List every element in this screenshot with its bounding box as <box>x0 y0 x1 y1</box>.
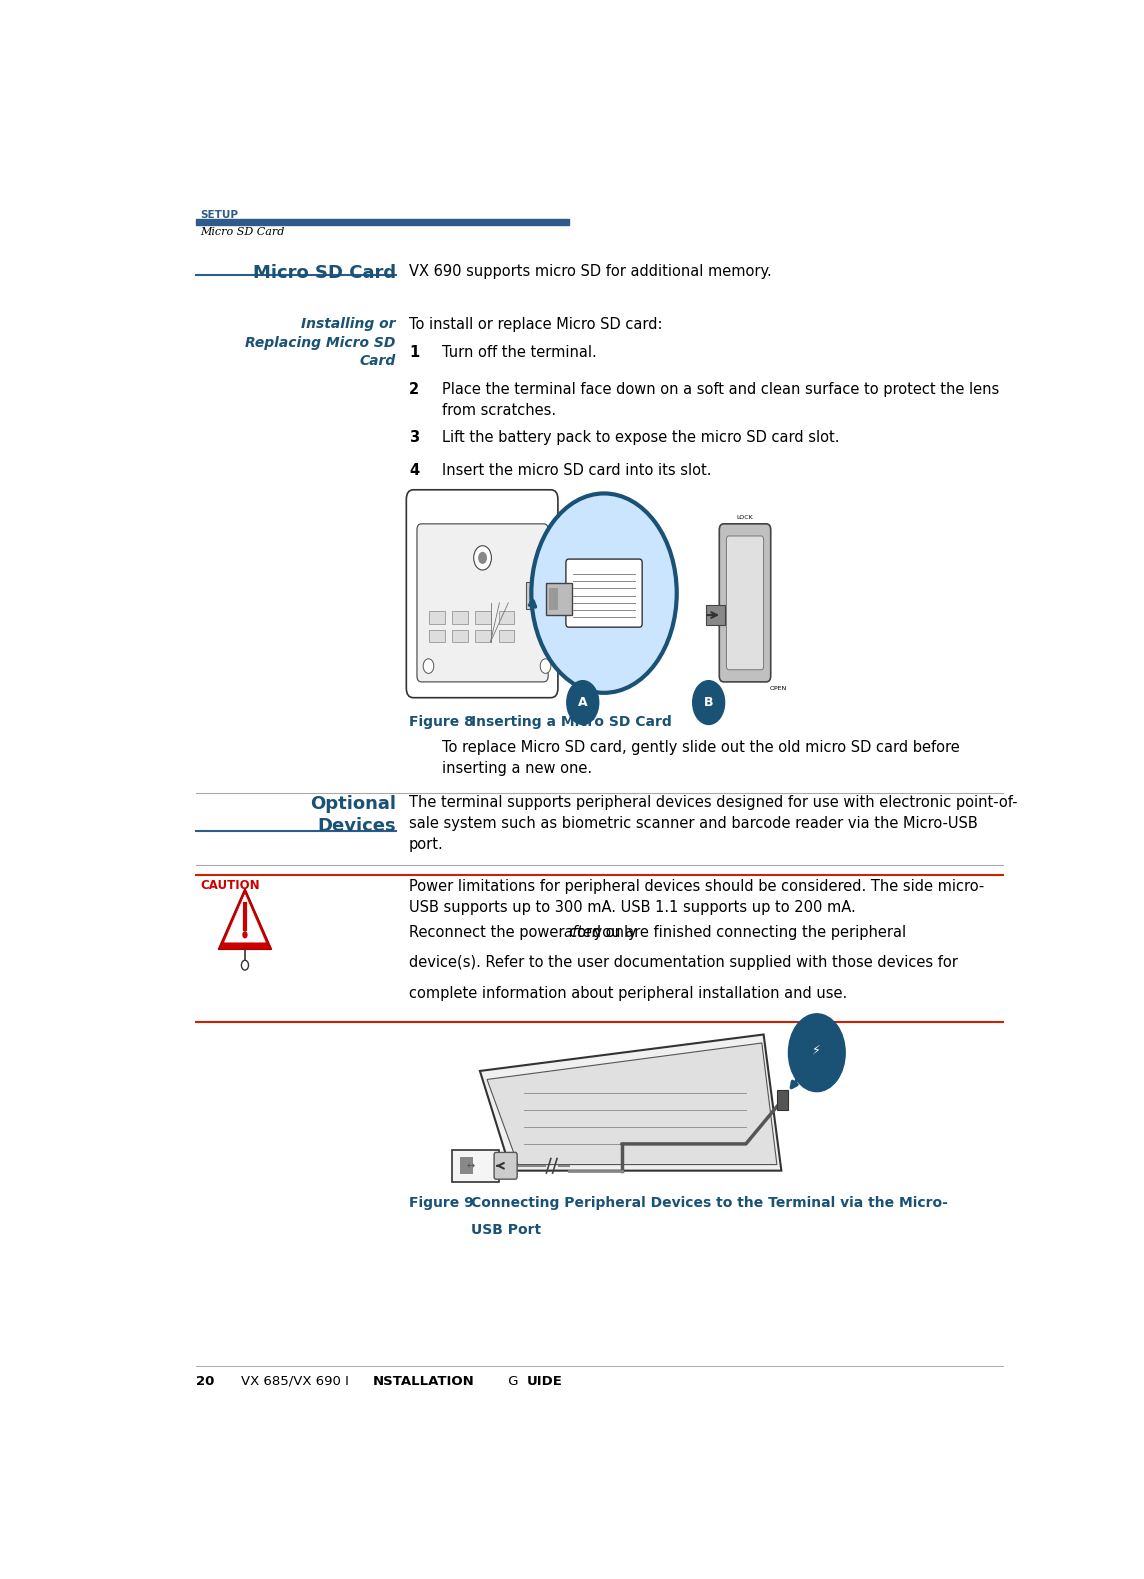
Bar <box>197 218 569 224</box>
Text: Optional
Devices: Optional Devices <box>310 794 396 835</box>
Text: Figure 8: Figure 8 <box>410 715 474 729</box>
Text: Installing or
Replacing Micro SD
Card: Installing or Replacing Micro SD Card <box>245 317 396 368</box>
Text: 4: 4 <box>410 463 419 478</box>
Text: 1: 1 <box>410 346 419 360</box>
FancyBboxPatch shape <box>726 535 764 669</box>
Polygon shape <box>487 1044 777 1165</box>
Text: 20: 20 <box>197 1375 215 1388</box>
Text: To install or replace Micro SD card:: To install or replace Micro SD card: <box>410 317 662 332</box>
Text: Lift the battery pack to expose the micro SD card slot.: Lift the battery pack to expose the micr… <box>442 429 840 445</box>
Circle shape <box>474 546 492 570</box>
Text: Figure 9: Figure 9 <box>410 1197 474 1210</box>
Text: LOCK: LOCK <box>737 515 754 519</box>
Text: USB Port: USB Port <box>471 1222 541 1236</box>
Circle shape <box>478 551 487 564</box>
FancyBboxPatch shape <box>416 524 548 682</box>
Text: Inserting a Micro SD Card: Inserting a Micro SD Card <box>471 715 672 729</box>
FancyBboxPatch shape <box>452 1150 500 1181</box>
Circle shape <box>243 932 247 938</box>
Bar <box>452 611 468 624</box>
Text: you are finished connecting the peripheral: you are finished connecting the peripher… <box>589 925 906 940</box>
Text: VX 685/VX 690 I: VX 685/VX 690 I <box>240 1375 349 1388</box>
Text: Micro SD Card: Micro SD Card <box>253 264 396 281</box>
Text: B: B <box>704 696 714 709</box>
Polygon shape <box>219 889 271 949</box>
Text: complete information about peripheral installation and use.: complete information about peripheral in… <box>410 985 848 1001</box>
Text: Micro SD Card: Micro SD Card <box>200 227 285 237</box>
Text: SETUP: SETUP <box>200 210 239 219</box>
FancyBboxPatch shape <box>566 559 642 627</box>
Bar <box>526 583 539 609</box>
Polygon shape <box>224 895 265 943</box>
FancyBboxPatch shape <box>406 489 558 698</box>
Bar <box>460 1157 472 1175</box>
Text: To replace Micro SD card, gently slide out the old micro SD card before
insertin: To replace Micro SD card, gently slide o… <box>442 741 960 777</box>
Circle shape <box>531 493 677 693</box>
Bar <box>476 611 492 624</box>
Text: Connecting Peripheral Devices to the Terminal via the Micro-: Connecting Peripheral Devices to the Ter… <box>471 1197 948 1210</box>
Text: Insert the micro SD card into its slot.: Insert the micro SD card into its slot. <box>442 463 712 478</box>
Polygon shape <box>480 1034 781 1170</box>
Text: ⚡: ⚡ <box>812 1044 821 1056</box>
Text: after: after <box>563 925 598 940</box>
Text: The terminal supports peripheral devices designed for use with electronic point-: The terminal supports peripheral devices… <box>410 794 1017 853</box>
Bar <box>476 630 492 641</box>
Bar <box>429 630 445 641</box>
Bar <box>429 611 445 624</box>
Text: Turn off the terminal.: Turn off the terminal. <box>442 346 596 360</box>
Bar <box>452 630 468 641</box>
Circle shape <box>540 658 551 673</box>
FancyBboxPatch shape <box>494 1153 517 1180</box>
Text: 2: 2 <box>410 382 419 396</box>
Bar <box>546 583 572 616</box>
Circle shape <box>788 1014 845 1091</box>
Bar <box>706 605 725 625</box>
Circle shape <box>423 658 434 673</box>
Text: UIDE: UIDE <box>527 1375 563 1388</box>
Text: Place the terminal face down on a soft and clean surface to protect the lens
fro: Place the terminal face down on a soft a… <box>442 382 999 417</box>
Circle shape <box>241 960 248 970</box>
Text: CAUTION: CAUTION <box>200 880 260 892</box>
Text: G: G <box>503 1375 518 1388</box>
Text: OPEN: OPEN <box>770 685 787 690</box>
Bar <box>499 611 515 624</box>
Text: VX 690 supports micro SD for additional memory.: VX 690 supports micro SD for additional … <box>410 264 772 278</box>
Bar <box>549 589 558 609</box>
Text: Reconnect the power cord only: Reconnect the power cord only <box>410 925 642 940</box>
Text: device(s). Refer to the user documentation supplied with those devices for: device(s). Refer to the user documentati… <box>410 955 958 971</box>
Text: A: A <box>578 696 588 709</box>
Text: ↔: ↔ <box>467 1161 475 1170</box>
Circle shape <box>693 681 724 725</box>
Text: 3: 3 <box>410 429 419 445</box>
Bar <box>499 630 515 641</box>
Text: Power limitations for peripheral devices should be considered. The side micro-
U: Power limitations for peripheral devices… <box>410 880 984 914</box>
Bar <box>777 1091 787 1110</box>
Circle shape <box>566 681 598 725</box>
Text: NSTALLATION: NSTALLATION <box>373 1375 475 1388</box>
FancyBboxPatch shape <box>720 524 771 682</box>
